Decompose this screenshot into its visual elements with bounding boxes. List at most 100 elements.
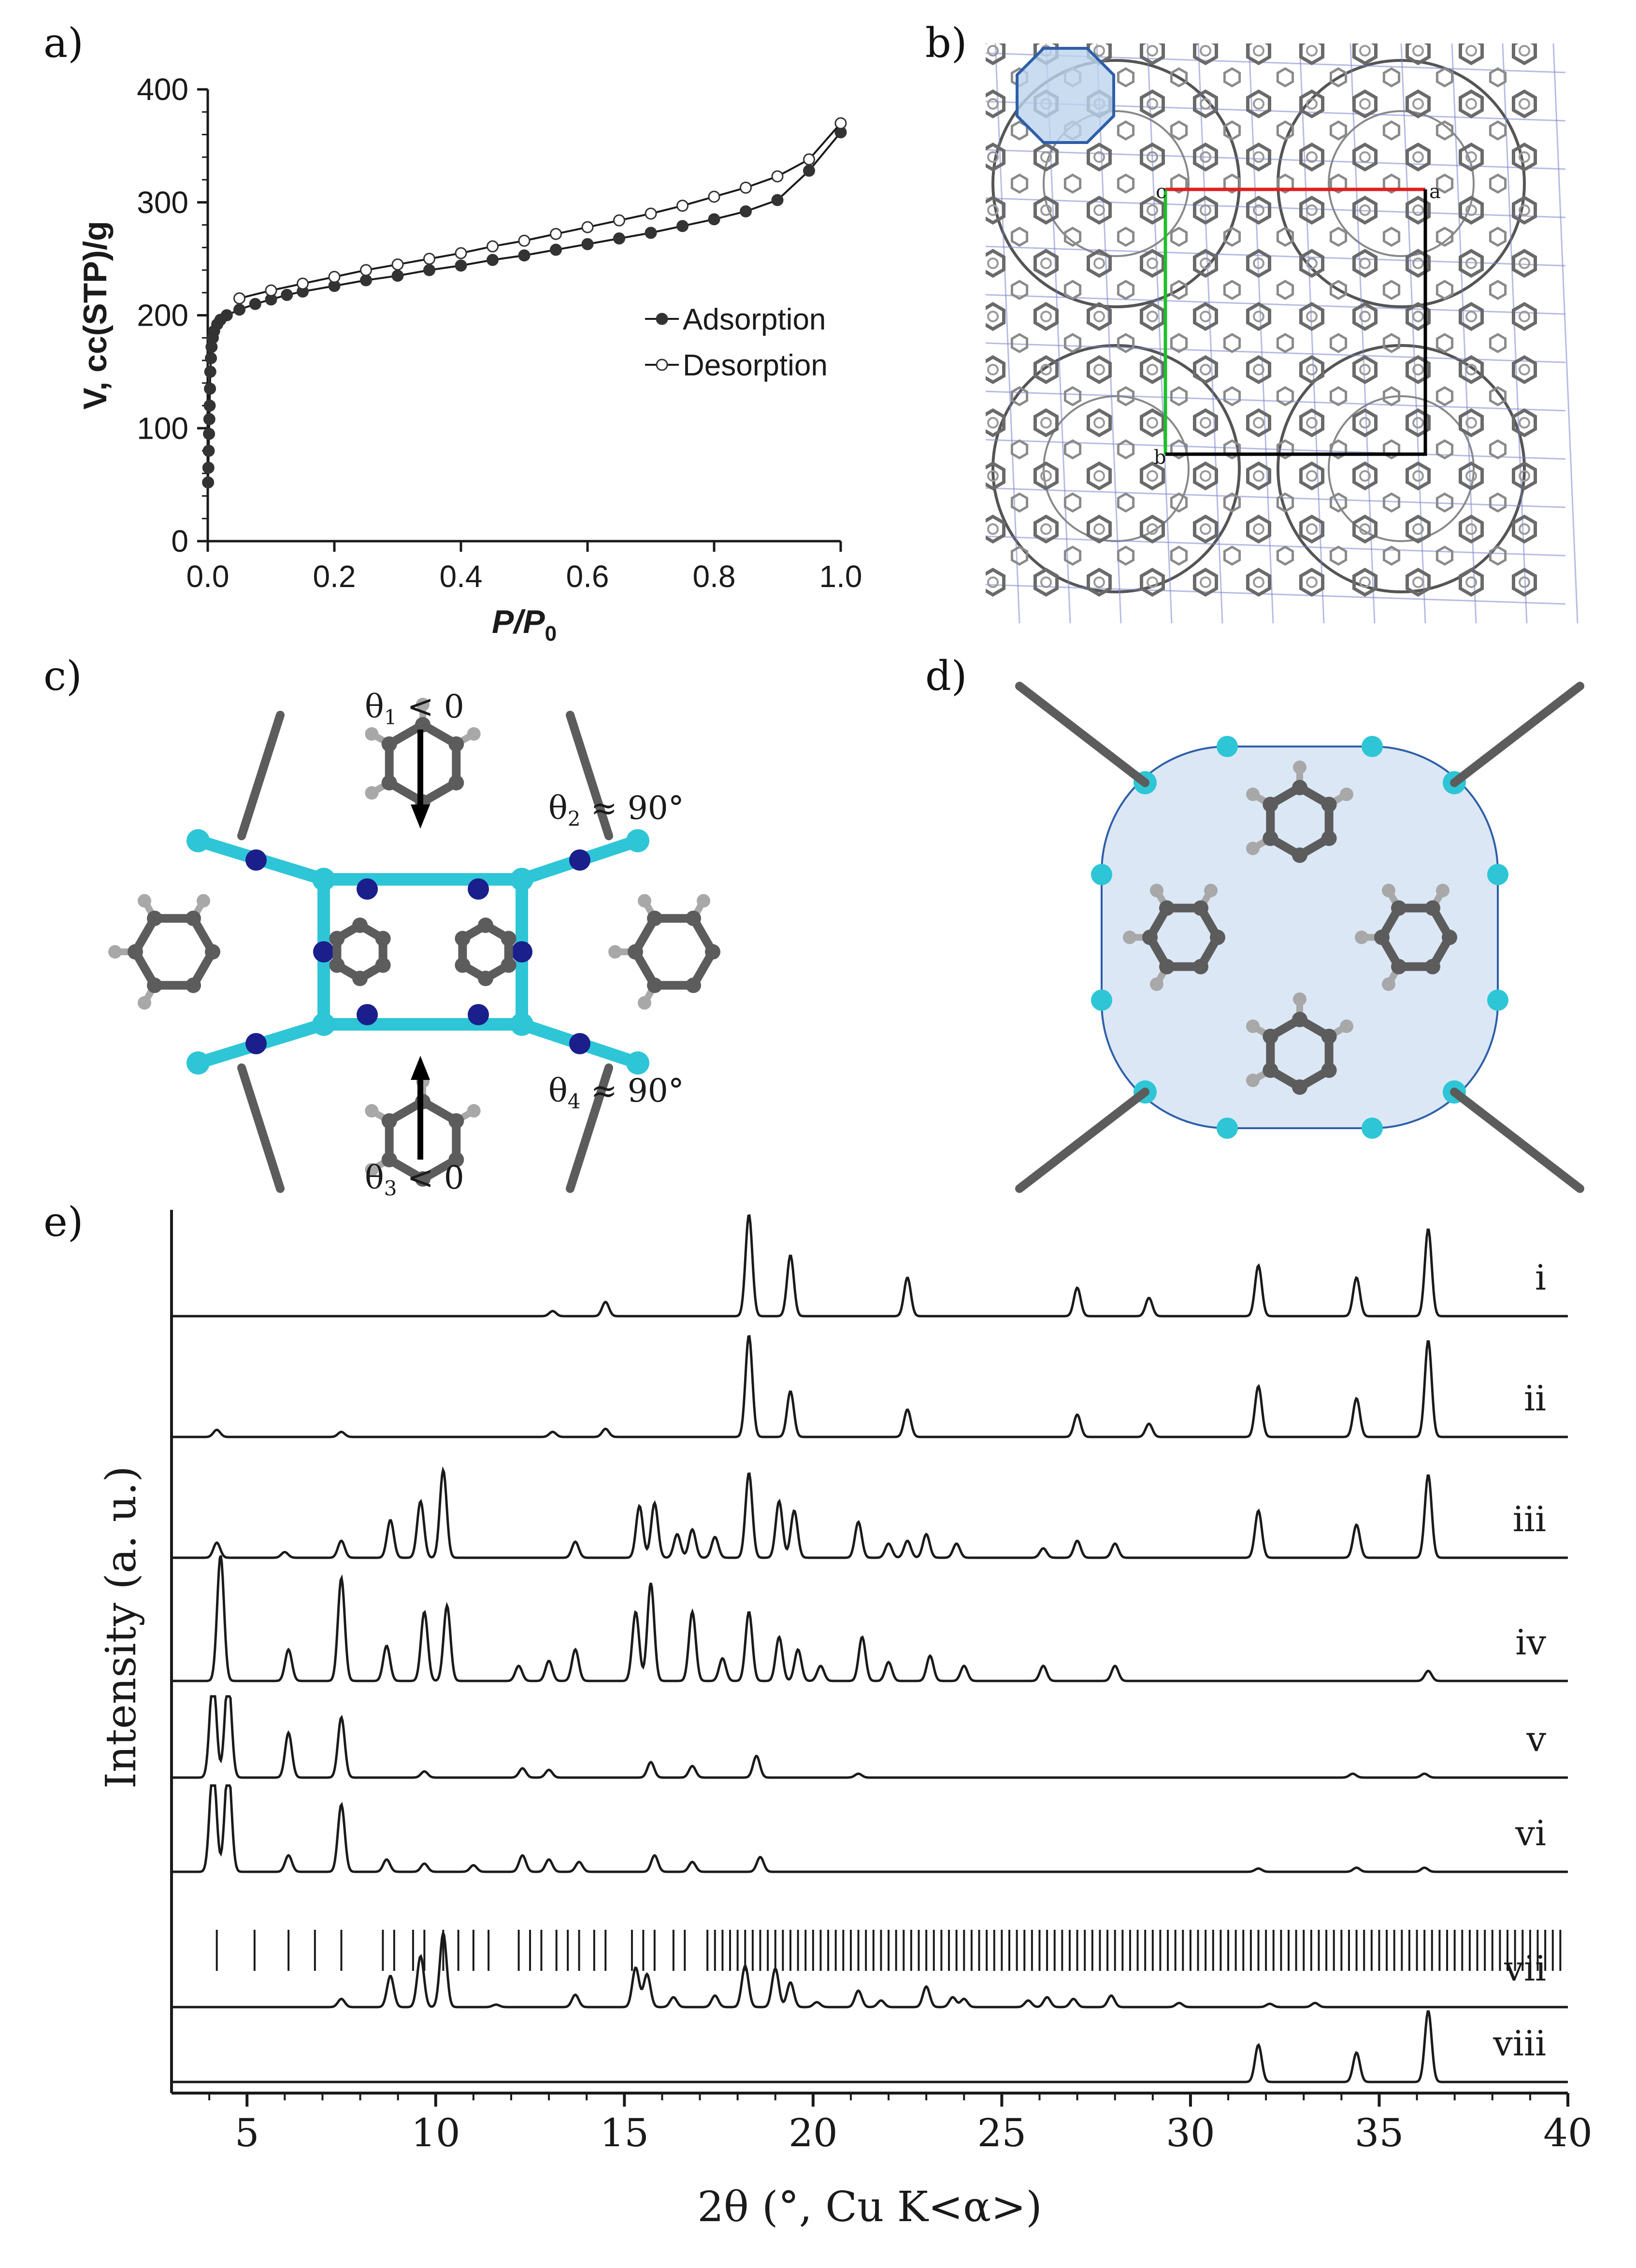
ring-center	[1253, 311, 1264, 322]
pattern-label-viii: viii	[1492, 2023, 1546, 2064]
x-tick-label: 0.4	[440, 559, 483, 594]
data-point-adsorption	[202, 445, 215, 457]
c-atom	[1442, 930, 1457, 945]
ring-center	[1040, 151, 1052, 163]
benzene-ring	[1435, 545, 1454, 566]
panel-label-d: d)	[925, 652, 967, 700]
ring-center	[1359, 151, 1371, 163]
benzene-ring	[1170, 545, 1188, 566]
ring-center	[1465, 311, 1477, 322]
c-atom	[448, 736, 464, 752]
data-point-desorption	[803, 153, 815, 166]
c-atom	[1193, 959, 1208, 975]
ring-center	[1359, 204, 1371, 216]
data-point-desorption	[613, 214, 625, 227]
ring-center	[1253, 204, 1264, 216]
zn-atom	[510, 1013, 533, 1036]
benzene-ring	[1117, 492, 1135, 513]
benzene-ring	[1329, 545, 1348, 566]
c-atom	[1193, 900, 1208, 916]
benzene-ring	[1382, 386, 1401, 406]
benzene-ring	[1117, 227, 1135, 247]
axis-label-c: c	[1156, 181, 1166, 203]
benzene-ring	[1010, 333, 1029, 353]
benzene-ring	[1139, 43, 1165, 66]
benzene-ring	[1223, 492, 1241, 513]
c-atom	[1425, 900, 1440, 916]
benzene-ring	[1086, 567, 1112, 597]
ring-center	[1465, 523, 1477, 535]
ring-center	[1253, 470, 1264, 482]
benzene-ring	[1405, 89, 1431, 119]
linker-arm	[566, 1063, 613, 1193]
data-point-adsorption	[771, 194, 784, 206]
c-atom	[686, 910, 701, 926]
ring-center	[987, 470, 999, 482]
h-atom	[1150, 884, 1163, 898]
framework-linker	[1400, 43, 1426, 624]
y-tick-label: 100	[137, 411, 188, 445]
zn-atom	[1217, 1118, 1238, 1139]
benzene-ring	[1246, 567, 1272, 597]
c-atom	[448, 775, 464, 790]
benzene-ring	[1246, 248, 1272, 278]
benzene-ring	[1458, 461, 1484, 491]
benzene-ring	[1192, 248, 1219, 278]
benzene-ring	[1276, 280, 1294, 300]
benzene-ring	[1489, 173, 1507, 194]
ring-center	[1465, 45, 1477, 57]
ring-center	[1093, 151, 1105, 163]
data-point-adsorption	[708, 213, 720, 226]
benzene-ring	[986, 301, 1006, 331]
benzene-ring	[1405, 355, 1431, 385]
benzene-ring	[1033, 301, 1059, 331]
benzene-ring	[1063, 227, 1082, 247]
data-point-adsorption	[360, 274, 372, 287]
data-point-adsorption	[391, 270, 404, 282]
benzene-ring	[1010, 386, 1029, 406]
linker-arm	[1015, 1088, 1149, 1193]
benzene-ring	[1405, 514, 1431, 544]
zn-atom	[187, 1051, 210, 1075]
benzene-ring	[1117, 173, 1135, 194]
benzene-ring	[1192, 355, 1219, 385]
framework-linker	[986, 535, 1566, 557]
ring-center	[1093, 45, 1105, 57]
ring-center	[1200, 470, 1211, 482]
x-tick-label: 35	[1355, 2110, 1404, 2155]
n-atom	[313, 941, 334, 962]
benzene-ring	[1139, 408, 1165, 438]
data-point-adsorption	[205, 352, 217, 364]
benzene-ring	[1511, 142, 1537, 172]
benzene-ring	[1299, 89, 1325, 119]
ring-center	[1040, 470, 1052, 482]
ring-center	[1359, 364, 1371, 375]
theta2-label: θ2 ≈ 90°	[548, 789, 684, 831]
y-tick-label: 200	[137, 298, 188, 333]
benzene-ring	[1329, 227, 1348, 247]
cage-ring	[1277, 59, 1526, 308]
ring-center	[1519, 417, 1530, 429]
ring-center	[1412, 576, 1424, 588]
benzene-ring	[1299, 355, 1325, 385]
benzene-ring	[1192, 301, 1219, 331]
benzene-ring	[1382, 120, 1401, 141]
zn-atom	[1362, 736, 1383, 757]
zn-atom	[626, 1051, 649, 1075]
benzene-ring	[1086, 461, 1112, 491]
benzene-ring	[1192, 142, 1219, 172]
legend-marker	[656, 313, 668, 325]
c-atom	[1292, 780, 1307, 795]
c-atom	[1263, 1062, 1278, 1078]
c-atom	[1263, 831, 1278, 846]
framework-linker	[986, 245, 1566, 267]
benzene-ring	[986, 355, 1006, 385]
benzene-ring	[1299, 301, 1325, 331]
benzene-ring	[1511, 514, 1537, 544]
n-atom	[245, 1033, 267, 1054]
benzene-ring	[1329, 333, 1348, 353]
isotherm-chart: 0 100 200 300 400 0.0 0.2 0.4 0.6 0.8 1.0 P/P0 V, cc…	[77, 72, 862, 646]
ring-center	[1200, 98, 1211, 110]
ring-center	[1147, 523, 1158, 535]
benzene-ring	[1033, 195, 1059, 225]
